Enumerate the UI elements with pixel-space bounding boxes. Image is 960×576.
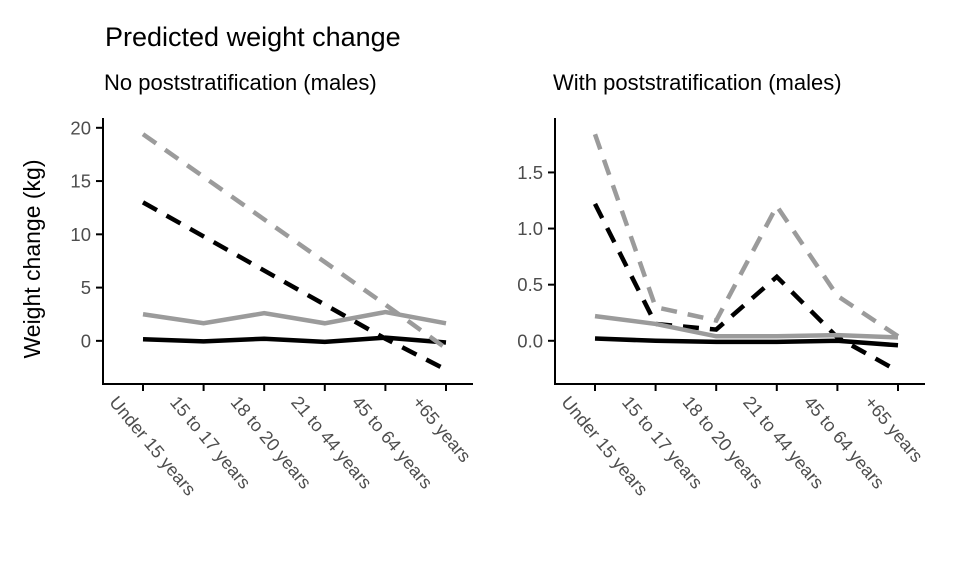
panel-title-right: With poststratification (males)	[553, 70, 842, 95]
chart-title: Predicted weight change	[105, 22, 401, 52]
panel-title-left: No poststratification (males)	[104, 70, 377, 95]
y-tick-label: 15	[70, 171, 91, 192]
y-tick-label: 5	[81, 277, 91, 298]
panel-1-series-solid-gray	[594, 313, 899, 340]
panel-0-series-dashed-black	[141, 200, 448, 372]
y-tick-label: 1.0	[517, 218, 543, 239]
y-tick-label: 10	[70, 224, 91, 245]
panel-0-series-dashed-gray	[141, 132, 448, 351]
panel-1-series-solid-black	[594, 336, 899, 348]
x-tick-label: +65 years	[860, 392, 926, 466]
y-tick-label: 1.5	[517, 162, 543, 183]
panel-1-axis-lines	[554, 118, 925, 385]
y-tick-label: 0.5	[517, 274, 543, 295]
panel-0-axis-lines	[102, 118, 473, 385]
panel-0-series-solid-black	[142, 335, 447, 345]
y-tick-label: 20	[70, 117, 91, 138]
panel-1-series-dashed-gray	[592, 133, 900, 339]
y-tick-label: 0.0	[517, 330, 543, 351]
panel-1-series-dashed-black	[592, 202, 900, 374]
panel-0-series-solid-gray	[142, 309, 447, 326]
x-tick-label: +65 years	[408, 392, 474, 466]
y-tick-label: 0	[81, 330, 91, 351]
